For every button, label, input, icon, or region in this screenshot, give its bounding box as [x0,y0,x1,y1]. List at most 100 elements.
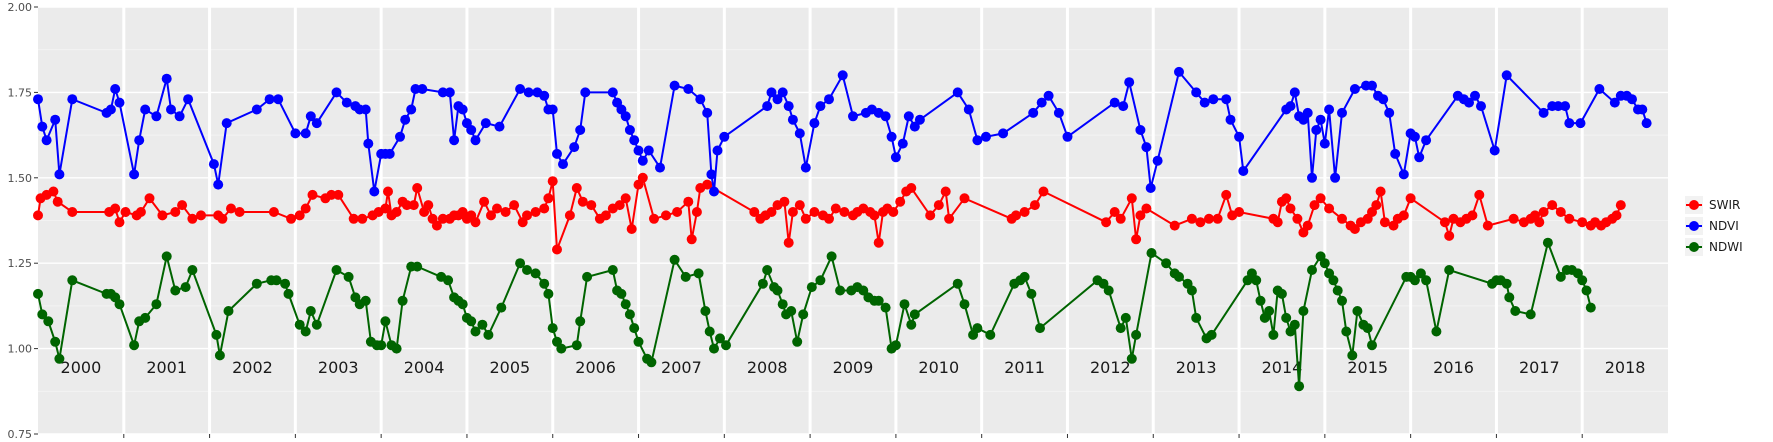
data-point-ndwi [37,309,48,320]
data-point-ndvi [1609,97,1620,108]
data-point-ndwi [67,275,78,286]
data-point-ndwi [187,265,198,275]
data-point-swir [779,196,790,207]
data-point-ndwi [251,278,262,289]
data-point-swir [187,213,198,224]
data-point-swir [888,207,899,217]
data-point-ndwi [280,278,291,289]
data-point-ndwi [693,268,704,279]
data-point-ndvi [400,114,411,125]
data-point-ndwi [1581,285,1592,296]
data-point-swir [783,237,794,248]
data-point-swir [672,207,683,217]
data-point-ndwi [1525,309,1536,320]
data-point-ndvi [558,159,568,170]
data-point-ndwi [477,319,488,330]
data-point-ndvi [709,186,719,197]
data-point-ndwi [300,326,311,337]
data-point-swir [794,200,805,211]
data-point-ndvi [1575,118,1586,129]
data-point-swir [543,193,554,204]
data-point-swir [1309,200,1320,211]
data-point-ndwi [50,336,61,347]
data-point-ndvi [417,84,428,94]
data-point-ndwi [1341,326,1352,337]
data-point-swir [500,207,511,217]
data-point-swir [110,203,121,214]
data-point-ndvi [1637,104,1648,115]
data-point-swir [307,189,318,200]
data-point-ndwi [412,261,423,272]
data-point-ndvi [1053,107,1064,118]
data-point-ndvi [787,114,798,125]
data-point-ndvi [114,97,125,108]
data-point-ndvi [110,84,121,94]
data-point-swir [383,186,393,197]
data-point-ndvi [183,94,194,105]
data-point-ndvi [712,145,723,156]
data-point-ndvi [1152,155,1163,166]
data-point-swir [1337,213,1347,224]
year-label: 2005 [489,358,530,377]
data-point-ndwi [457,299,468,310]
data-point-swir [522,210,532,221]
data-point-ndwi [496,302,507,313]
data-point-swir [766,207,777,217]
data-point-ndvi [523,87,534,98]
data-point-ndvi [1225,114,1236,125]
data-point-swir [637,172,648,183]
data-point-ndwi [1555,271,1566,282]
data-point-swir [530,207,541,217]
data-point-ndwi [1347,350,1358,361]
data-point-ndwi [972,323,983,334]
data-point-ndwi [129,340,140,351]
data-point-ndvi [1221,94,1232,105]
data-point-swir [1611,210,1622,221]
data-point-swir [348,213,359,224]
data-point-ndwi [547,323,558,334]
data-point-swir [564,210,575,221]
legend-item-ndvi: NDVI [1685,217,1739,235]
data-point-swir [48,186,59,197]
data-point-ndwi [952,278,963,289]
data-point-ndwi [180,282,191,293]
data-point-swir [940,186,951,197]
data-point-ndvi [981,131,991,142]
data-point-ndwi [582,271,593,282]
data-point-ndvi [1302,107,1313,118]
data-point-ndwi [1035,323,1045,334]
data-point-ndwi [1131,329,1142,340]
data-point-ndwi [680,271,691,282]
data-point-swir [486,210,496,221]
data-point-ndwi [470,326,481,337]
data-point-swir [1324,203,1335,214]
data-point-ndwi [515,258,526,269]
data-point-ndvi [41,135,52,146]
data-point-ndvi [890,152,901,163]
data-point-ndwi [1298,306,1309,316]
year-label: 2014 [1262,358,1303,377]
data-point-swir [492,203,502,214]
data-point-swir [959,193,970,204]
data-point-swir [1038,186,1049,197]
data-point-swir [1349,224,1360,234]
data-point-ndvi [221,118,232,129]
data-point-ndvi [1208,94,1219,105]
data-point-swir [683,196,694,207]
data-point-swir [114,217,125,228]
data-point-swir [1285,203,1296,214]
data-point-ndvi [1594,84,1605,94]
data-point-ndwi [700,306,711,316]
data-point-swir [830,203,841,214]
data-point-ndvi [1337,107,1347,118]
data-point-ndwi [1186,285,1197,296]
data-point-ndvi [1398,169,1409,180]
data-point-ndvi [1378,94,1389,105]
data-point-ndvi [1043,90,1054,101]
data-point-ndwi [1362,323,1373,334]
legend-label: NDVI [1709,219,1739,233]
year-label: 2011 [1004,358,1045,377]
data-point-ndvi [575,125,586,135]
data-point-swir [1508,213,1519,224]
